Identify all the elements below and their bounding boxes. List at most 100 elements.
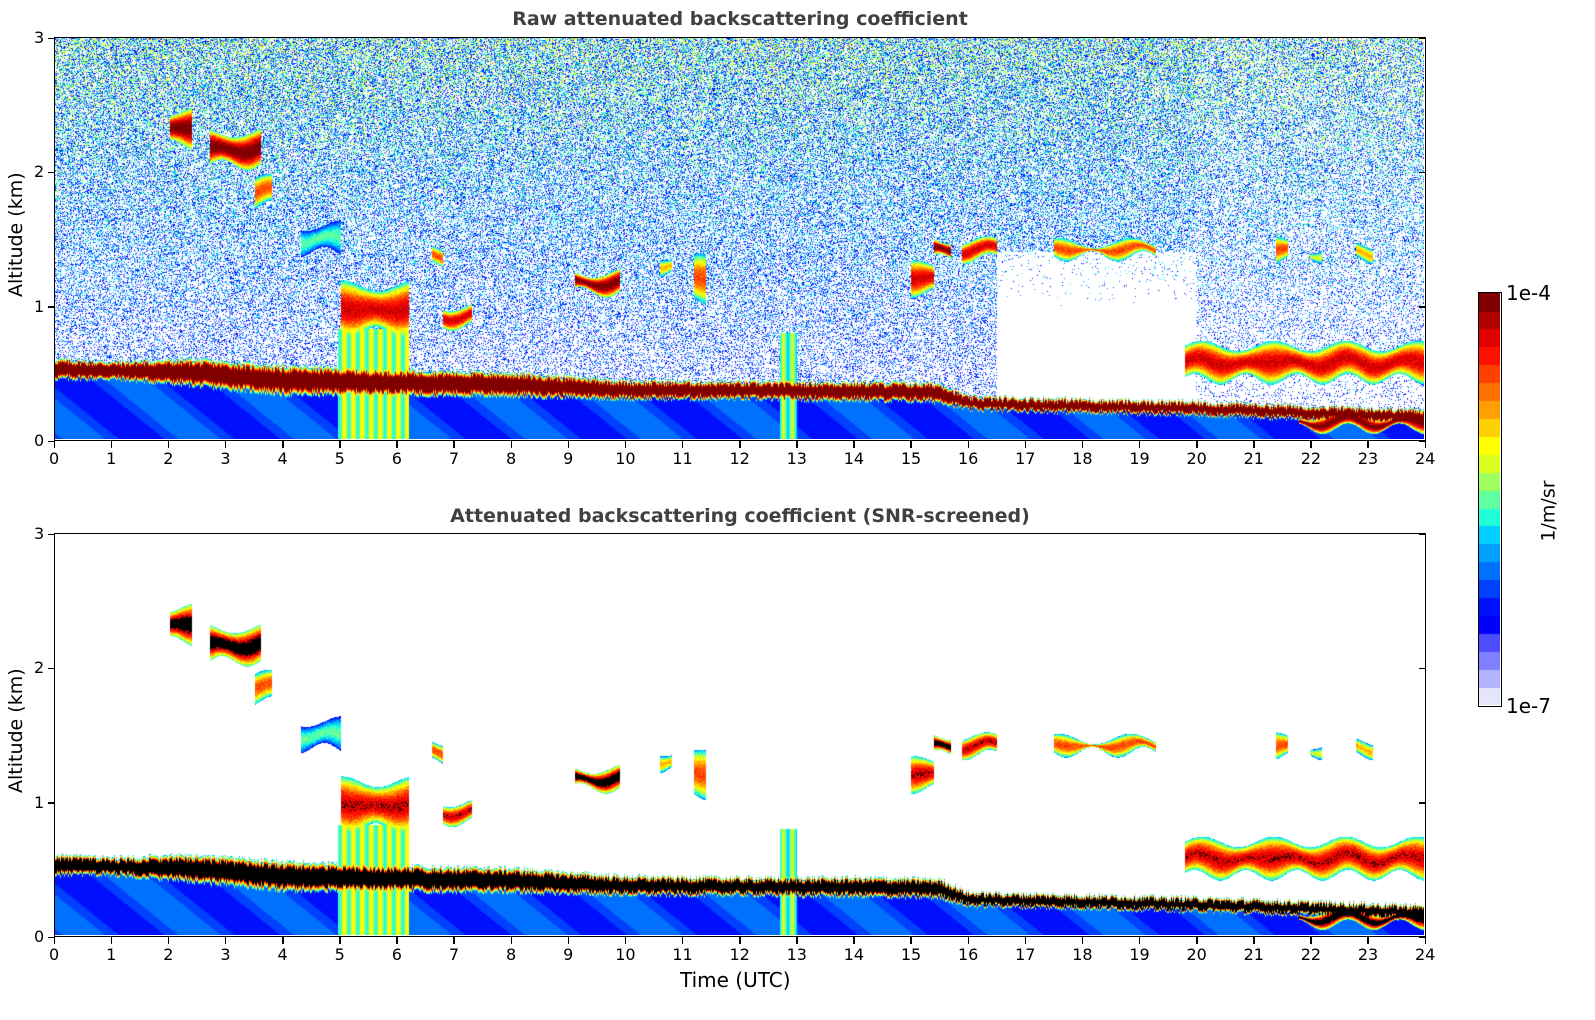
y-tick-mark-right (1419, 802, 1425, 804)
x-tick-mark (282, 937, 284, 944)
x-tick-mark (567, 937, 570, 944)
y-tick-mark (48, 440, 54, 442)
y-tick-label: 3 (34, 28, 45, 47)
x-tick-label: 4 (277, 945, 288, 964)
y-tick-mark (48, 37, 54, 39)
colorbar (1478, 292, 1502, 707)
x-tick-mark (1138, 441, 1141, 448)
x-tick-label: 3 (220, 945, 231, 964)
x-tick-mark (1138, 937, 1141, 944)
x-tick-label: 13 (786, 449, 807, 468)
x-tick-mark (1367, 441, 1369, 448)
x-tick-mark (110, 441, 113, 448)
x-tick-mark (853, 441, 855, 448)
colorbar-gradient (1479, 293, 1500, 705)
x-tick-mark (53, 441, 55, 448)
x-tick-label: 12 (729, 449, 750, 468)
x-tick-mark (53, 937, 55, 944)
y-tick-label: 0 (34, 431, 45, 450)
x-tick-label: 20 (1186, 945, 1207, 964)
x-tick-label: 22 (1300, 449, 1322, 468)
x-tick-label: 1 (106, 945, 117, 964)
y-tick-mark (48, 533, 54, 535)
y-tick-mark (48, 171, 54, 174)
x-tick-label: 11 (672, 945, 693, 964)
x-tick-mark (796, 937, 798, 944)
x-tick-mark (1253, 937, 1255, 944)
x-tick-label: 14 (843, 449, 865, 468)
x-tick-label: 5 (334, 945, 345, 964)
x-tick-mark (1310, 937, 1312, 944)
y-tick-mark-right (1419, 306, 1425, 308)
x-tick-label: 2 (163, 449, 174, 468)
y-tick-mark-right (1419, 936, 1425, 938)
x-tick-label: 23 (1357, 449, 1379, 468)
x-tick-mark (910, 441, 912, 448)
x-tick-label: 2 (163, 945, 174, 964)
x-axis-label: Time (UTC) (680, 968, 791, 992)
x-tick-label: 19 (1129, 945, 1150, 964)
x-tick-mark (224, 441, 227, 448)
x-tick-label: 23 (1357, 945, 1379, 964)
x-tick-mark (681, 441, 684, 448)
x-tick-label: 16 (958, 449, 979, 468)
x-tick-mark (339, 937, 341, 944)
x-tick-mark (453, 937, 455, 944)
y-tick-label: 0 (34, 927, 45, 946)
top-plot-title: Raw attenuated backscattering coefficien… (512, 8, 968, 30)
y-tick-mark (48, 936, 54, 938)
x-tick-label: 3 (220, 449, 231, 468)
x-tick-mark (910, 937, 912, 944)
x-tick-label: 22 (1300, 945, 1322, 964)
x-tick-label: 15 (900, 945, 922, 964)
x-tick-label: 13 (786, 945, 807, 964)
y-tick-mark-right (1419, 440, 1425, 442)
x-tick-label: 10 (615, 449, 636, 468)
x-tick-label: 15 (900, 449, 922, 468)
x-tick-label: 14 (843, 945, 865, 964)
x-tick-mark (396, 937, 398, 944)
bottom-heatmap-axes (54, 533, 1426, 937)
x-tick-mark (796, 441, 798, 448)
x-tick-mark (510, 441, 512, 448)
x-tick-label: 21 (1243, 449, 1264, 468)
x-tick-label: 11 (672, 449, 693, 468)
x-tick-label: 5 (334, 449, 345, 468)
x-tick-mark (1310, 441, 1312, 448)
x-tick-mark (739, 441, 741, 448)
x-tick-mark (167, 441, 170, 448)
x-tick-mark (1424, 937, 1426, 944)
x-tick-mark (1424, 441, 1426, 448)
y-tick-label: 2 (34, 162, 45, 182)
x-tick-label: 16 (958, 945, 979, 964)
x-tick-label: 18 (1072, 945, 1093, 964)
x-tick-mark (624, 937, 627, 944)
x-tick-mark (1024, 937, 1027, 944)
x-tick-label: 6 (391, 449, 402, 468)
x-tick-mark (624, 441, 627, 448)
bottom-y-axis-label: Altitude (km) (5, 668, 27, 793)
y-tick-mark-right (1419, 171, 1425, 174)
x-tick-label: 7 (448, 945, 460, 964)
top-heatmap-canvas (55, 38, 1424, 439)
colorbar-unit-label: 1/m/sr (1537, 480, 1560, 542)
x-tick-label: 19 (1129, 449, 1150, 468)
x-tick-mark (739, 937, 741, 944)
x-tick-mark (282, 441, 284, 448)
bottom-heatmap-canvas (55, 534, 1424, 935)
x-tick-mark (681, 937, 684, 944)
x-tick-mark (453, 441, 455, 448)
x-tick-mark (853, 937, 855, 944)
x-tick-mark (167, 937, 170, 944)
x-tick-mark (396, 441, 398, 448)
y-tick-mark (48, 306, 54, 308)
x-tick-mark (224, 937, 227, 944)
x-tick-label: 7 (448, 449, 460, 468)
bottom-plot-title: Attenuated backscattering coefficient (S… (450, 505, 1030, 527)
x-tick-mark (1024, 441, 1027, 448)
x-tick-mark (1196, 441, 1198, 448)
x-tick-label: 0 (49, 945, 60, 964)
x-tick-mark (967, 441, 969, 448)
x-tick-label: 17 (1015, 449, 1036, 468)
top-y-axis-label: Altitude (km) (5, 172, 27, 297)
